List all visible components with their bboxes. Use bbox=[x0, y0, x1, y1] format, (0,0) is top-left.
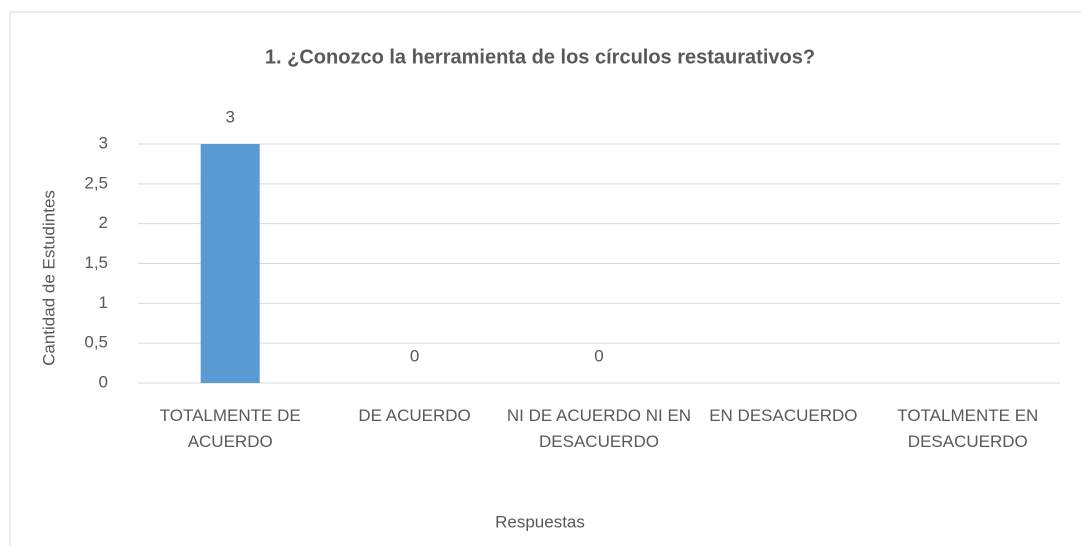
y-tick-label: 2 bbox=[99, 213, 108, 232]
bar bbox=[200, 144, 260, 383]
chart-title: 1. ¿Conozco la herramienta de los círcul… bbox=[265, 46, 815, 68]
x-tick-label: DE ACUERDO bbox=[358, 406, 471, 425]
data-label: 0 bbox=[594, 346, 603, 365]
y-tick-label: 1,5 bbox=[84, 253, 108, 272]
y-tick-label: 1 bbox=[99, 293, 108, 312]
y-tick-label: 0 bbox=[99, 372, 108, 391]
data-label: 3 bbox=[225, 107, 234, 126]
x-tick-label: TOTALMENTE DE ACUERDO bbox=[159, 406, 301, 451]
x-tick-label: EN DESACUERDO bbox=[709, 406, 858, 425]
x-axis-title: Respuestas bbox=[495, 512, 585, 531]
y-tick-label: 0,5 bbox=[84, 333, 108, 352]
chart-border bbox=[9, 11, 1081, 546]
data-label: 0 bbox=[410, 346, 419, 365]
y-tick-label: 3 bbox=[99, 133, 108, 152]
x-tick-label: TOTALMENTE EN DESACUERDO bbox=[897, 406, 1039, 451]
y-tick-label: 2,5 bbox=[84, 173, 108, 192]
x-tick-label: NI DE ACUERDO NI EN DESACUERDO bbox=[506, 406, 692, 451]
y-axis-title: Cantidad de Estudintes bbox=[39, 190, 58, 366]
